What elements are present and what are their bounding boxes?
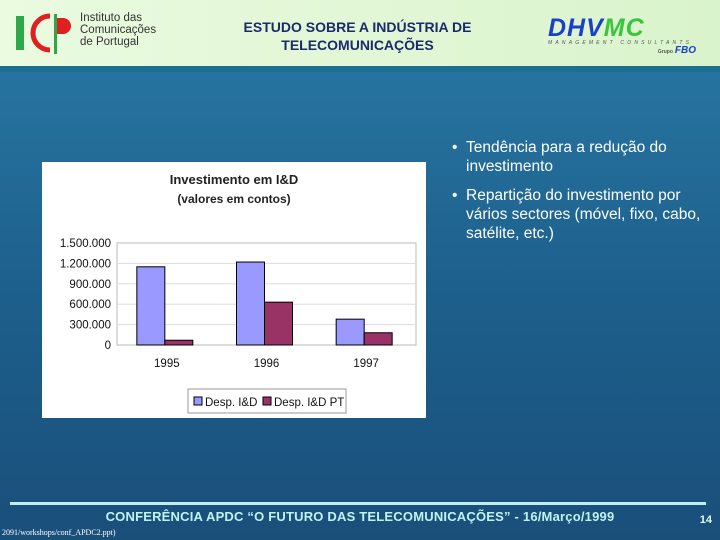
bar-desp-i-d-1996: [236, 261, 265, 346]
title-line: ESTUDO SOBRE A INDÚSTRIA DE: [243, 19, 472, 35]
footer-divider: [10, 502, 706, 505]
logo-group: Grupo: [657, 49, 673, 55]
y-tick-label: 300.000: [69, 320, 111, 332]
dhvmc-logo: DHVMC MANAGEMENT CONSULTANTS Grupo FBO: [548, 14, 708, 57]
bar-desp-i-d-pt-1995: [164, 339, 194, 346]
legend-swatch: [262, 396, 272, 406]
legend-swatch: [193, 396, 203, 406]
bar-desp-i-d-1997: [335, 318, 365, 346]
page-number: 14: [699, 514, 712, 526]
chart-svg: Investimento em I&D (valores em contos) 0 3…: [60, 172, 417, 414]
logo-line: Instituto das: [80, 12, 143, 24]
x-tick-label: 1997: [353, 358, 379, 370]
y-tick-label: 0: [105, 340, 111, 352]
logo-sub: MANAGEMENT CONSULTANTS: [548, 40, 693, 46]
logo-fbo: FBO: [674, 45, 696, 56]
x-tick-label: 1996: [254, 358, 280, 370]
logo-a: DHV: [548, 14, 604, 42]
y-tick-label: 600.000: [69, 299, 111, 311]
legend-label: Desp. I&D: [205, 397, 257, 409]
y-tick-label: 1.200.000: [60, 258, 111, 270]
bullet-item: Tendência para a redução do investimento: [452, 138, 702, 176]
icp-logo-text: Instituto das Comunicações de Portugal: [80, 12, 156, 48]
logo-b: MC: [603, 14, 645, 42]
slide-title: ESTUDO SOBRE A INDÚSTRIA DE TELECOMUNICA…: [200, 18, 515, 54]
title-line: TELECOMUNICAÇÕES: [281, 37, 434, 53]
chart-subtitle: (valores em contos): [177, 192, 290, 206]
y-tick-label: 1.500.000: [60, 238, 111, 250]
x-tick-label: 1995: [154, 358, 180, 370]
file-path: 2091/workshops/conf_APDC2.ppt): [2, 528, 116, 537]
bar-desp-i-d-pt-1997: [363, 332, 393, 346]
bullet-item: Repartição do investimento por vários se…: [452, 186, 702, 243]
icp-logo: [16, 13, 71, 54]
logo-line: de Portugal: [80, 36, 139, 48]
slide-header: Instituto das Comunicações de Portugal E…: [0, 0, 720, 66]
logo-line: Comunicações: [80, 24, 157, 36]
investment-chart: Investimento em I&D (valores em contos) 0 3…: [42, 162, 426, 418]
bar-desp-i-d-1995: [136, 266, 166, 346]
bar-desp-i-d-pt-1996: [264, 301, 293, 346]
header-divider: [0, 66, 720, 72]
y-tick-label: 900.000: [69, 279, 111, 291]
legend-label: Desp. I&D PT: [274, 397, 344, 409]
bullet-list: Tendência para a redução do investimento…: [452, 138, 702, 253]
chart-title: Investimento em I&D: [170, 172, 299, 187]
footer-text: CONFERÊNCIA APDC “O FUTURO DAS TELECOMUN…: [105, 509, 615, 524]
